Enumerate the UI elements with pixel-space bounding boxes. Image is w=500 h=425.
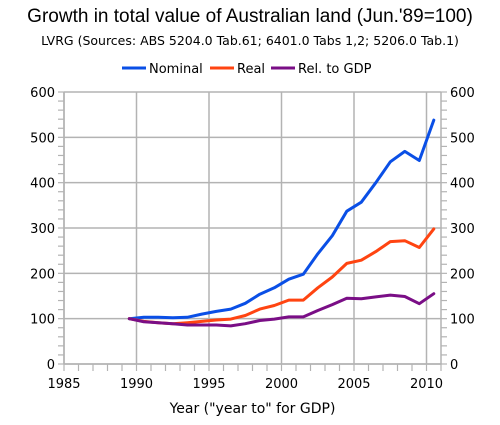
- x-axis-title: Year ("year to" for GDP): [169, 401, 336, 417]
- y-tick-label-left: 400: [30, 177, 55, 192]
- y-tick-label-right: 300: [450, 222, 475, 237]
- axes: 0 0 100 100 200 200 300 300 400 400 500 500 600 600 19…: [30, 86, 475, 392]
- legend-label-2: Rel. to GDP: [298, 62, 372, 77]
- y-tick-label-right: 200: [450, 267, 475, 282]
- series-line-2: [127, 292, 436, 328]
- x-tick-label: 1995: [192, 377, 225, 392]
- y-tick-label-right: 0: [450, 358, 458, 373]
- x-tick-label: 1985: [47, 377, 80, 392]
- legend-label-1: Real: [237, 62, 265, 77]
- x-tick-label: 2010: [410, 377, 443, 392]
- legend: Nominal Real Rel. to GDP: [122, 62, 372, 77]
- x-tick-label: 2005: [337, 377, 370, 392]
- x-tick-label: 1990: [120, 377, 153, 392]
- y-tick-label-left: 500: [30, 131, 55, 146]
- y-tick-label-right: 400: [450, 177, 475, 192]
- series-line-0: [127, 118, 436, 321]
- chart-title: Growth in total value of Australian land…: [27, 6, 473, 27]
- y-tick-label-left: 200: [30, 267, 55, 282]
- y-tick-label-left: 0: [47, 358, 55, 373]
- y-tick-label-right: 600: [450, 86, 475, 101]
- x-tick-label: 2000: [265, 377, 298, 392]
- legend-label-0: Nominal: [149, 62, 203, 77]
- series-lines: [127, 118, 436, 328]
- y-tick-label-left: 100: [30, 313, 55, 328]
- y-tick-label-left: 300: [30, 222, 55, 237]
- y-tick-label-left: 600: [30, 86, 55, 101]
- chart-subtitle: LVRG (Sources: ABS 5204.0 Tab.61; 6401.0…: [41, 33, 459, 48]
- y-tick-label-right: 500: [450, 131, 475, 146]
- y-tick-label-right: 100: [450, 313, 475, 328]
